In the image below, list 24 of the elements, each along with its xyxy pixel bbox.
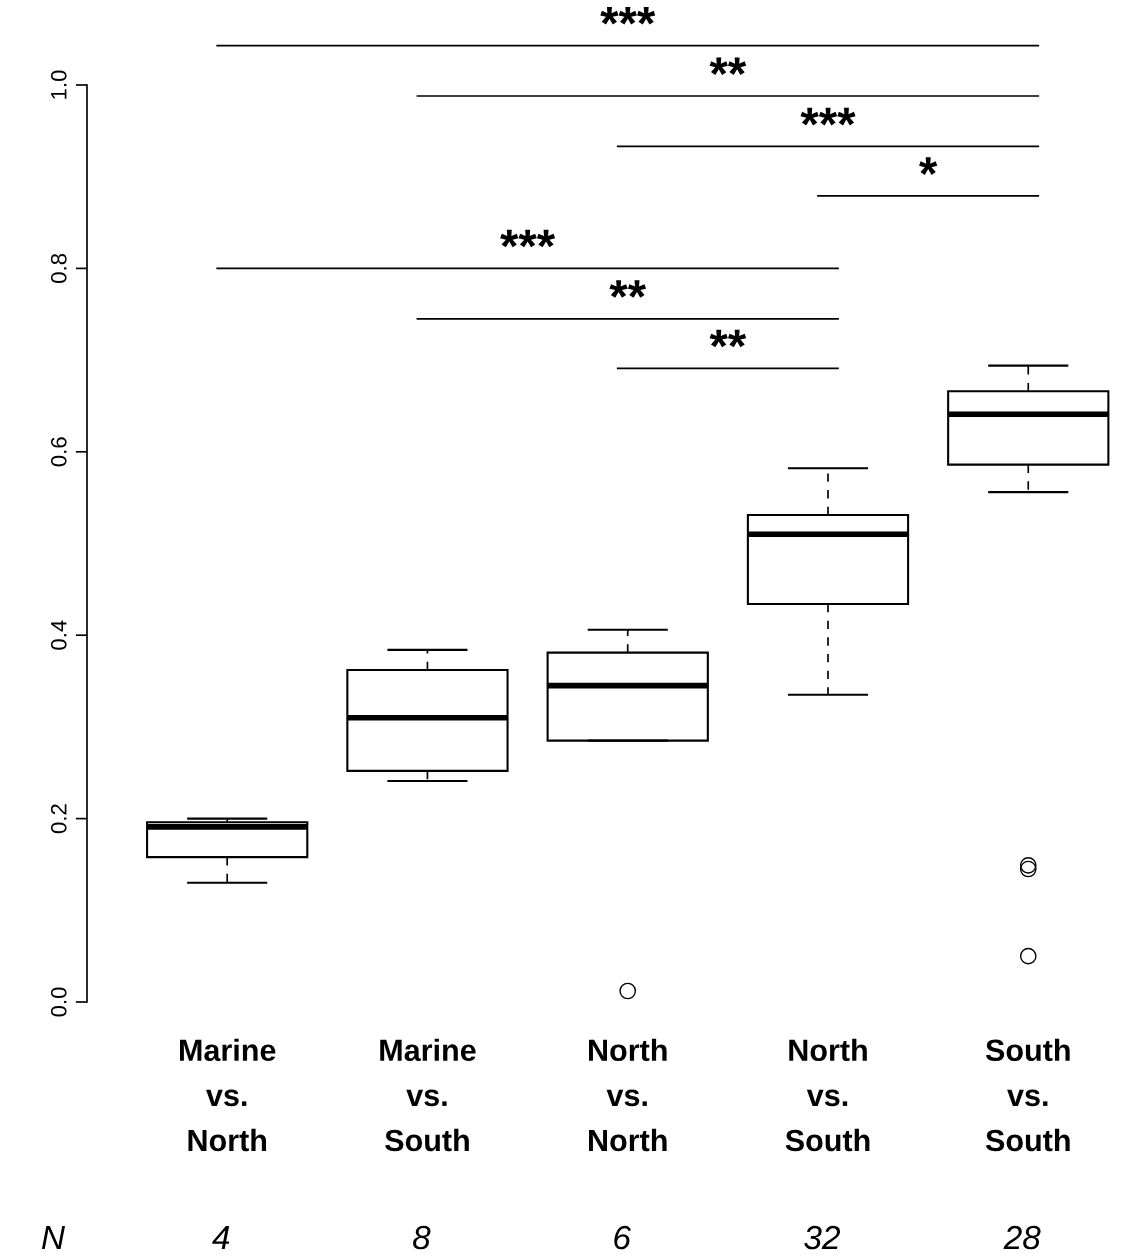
y-tick-label: 1.0	[50, 70, 67, 99]
x-tick-label: North vs. South	[785, 1038, 870, 1152]
y-tick-label: 0.8	[50, 253, 67, 283]
x-tick-label: Marine vs. South	[380, 1038, 476, 1152]
y-tick-label: 0.4	[50, 620, 67, 650]
x-tick-label: North vs. North	[589, 1038, 667, 1152]
text: 8	[413, 1225, 431, 1250]
text: 32	[804, 1225, 841, 1250]
annotation: *	[919, 157, 938, 175]
text: **	[709, 57, 747, 75]
text: 6	[614, 1225, 631, 1250]
x-tick-label: South vs. South	[985, 1038, 1070, 1152]
text: 4	[212, 1226, 230, 1250]
annotation: ***	[500, 229, 556, 248]
x-tick-label: Marine vs. North	[179, 1038, 276, 1152]
y-tick-label: 0.2	[50, 804, 67, 834]
annotation: ***	[800, 107, 856, 126]
annotation: **	[709, 329, 747, 348]
annotation: **	[609, 280, 647, 298]
y-tick-label: 0.0	[50, 987, 67, 1017]
text: 28	[1003, 1225, 1041, 1250]
y-tick-label: 0.6	[50, 437, 67, 467]
text: ***	[600, 6, 656, 25]
text: N	[41, 1226, 66, 1250]
